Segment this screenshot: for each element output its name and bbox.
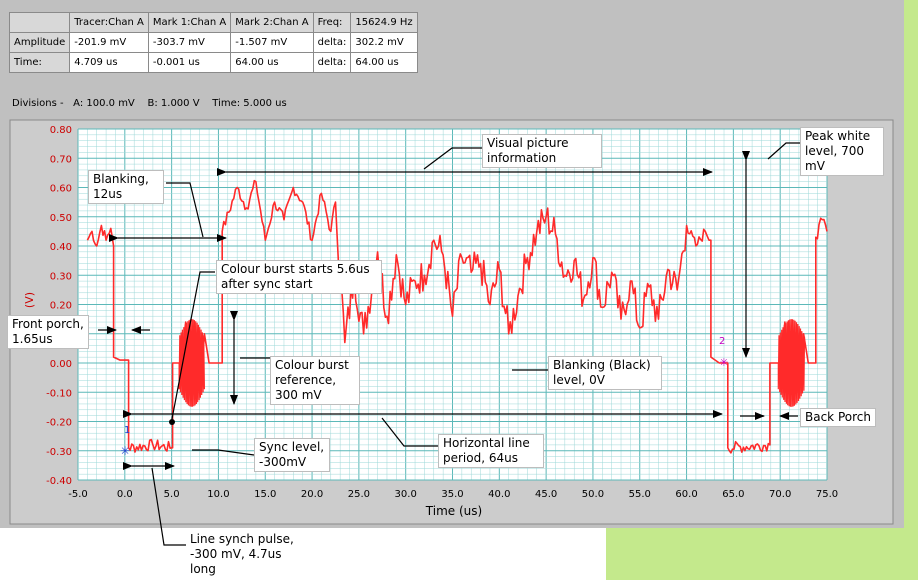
y-axis-label: (V) xyxy=(23,292,36,308)
annotation-text: Peak white level, 700 mV xyxy=(805,129,871,173)
readout-header-cell: Tracer:Chan A xyxy=(69,12,149,33)
x-tick-label: -5.0 xyxy=(68,489,88,500)
y-tick-label: 0.80 xyxy=(50,125,72,136)
readout-row-time: Time: 4.709 us -0.001 us 64.00 us delta:… xyxy=(8,52,418,73)
annotation-text: Back Porch xyxy=(805,410,871,424)
readout-cell: delta: xyxy=(312,52,352,73)
readout-table: Tracer:Chan A Mark 1:Chan A Mark 2:Chan … xyxy=(8,12,418,73)
blanking-leader xyxy=(166,182,204,238)
readout-row-amplitude: Amplitude -201.9 mV -303.7 mV -1.507 mV … xyxy=(8,32,418,53)
x-tick-label: 15.0 xyxy=(254,489,276,500)
y-tick-label: 0.30 xyxy=(50,271,72,282)
marker-1-label: 1 xyxy=(124,425,130,436)
annotation-text: Front porch, 1.65us xyxy=(12,317,84,346)
x-tick-label: 45.0 xyxy=(535,489,557,500)
x-tick-label: 60.0 xyxy=(675,489,697,500)
readout-cell: 64.00 us xyxy=(230,52,314,73)
peak-white-leader xyxy=(767,142,800,160)
x-tick-label: 55.0 xyxy=(629,489,651,500)
y-tick-label: 0.60 xyxy=(50,184,72,195)
annotation-text: Line synch pulse, -300 mV, 4.7us long xyxy=(190,532,294,576)
readout-cell: Time: xyxy=(8,52,71,73)
readout-cell: 302.2 mV xyxy=(350,32,418,53)
annotation-sync-pulse: Line synch pulse, -300 mV, 4.7us long xyxy=(186,531,304,578)
x-tick-label: 50.0 xyxy=(582,489,604,500)
readout-cell: 64.00 us xyxy=(350,52,418,73)
colour-burst-wave xyxy=(777,319,806,407)
y-tick-label: 0.00 xyxy=(50,359,72,370)
divisions-a: A: 100.0 mV xyxy=(73,98,135,109)
x-tick-label: 0.0 xyxy=(117,489,133,500)
annotation-colour-burst-start: Colour burst starts 5.6us after sync sta… xyxy=(216,260,382,294)
line-period-leader xyxy=(381,417,438,447)
annotation-front-porch: Front porch, 1.65us xyxy=(7,315,89,349)
readout-header-cell xyxy=(8,12,71,33)
annotation-sync-level: Sync level, -300mV xyxy=(254,438,330,472)
x-tick-label: 70.0 xyxy=(769,489,791,500)
y-tick-label: -0.10 xyxy=(46,388,72,399)
annotation-text: Blanking, 12us xyxy=(93,172,149,201)
signal-trace xyxy=(86,179,828,454)
readout-cell: Amplitude xyxy=(8,32,71,53)
annotation-line-period: Horizontal line period, 64us xyxy=(438,434,544,468)
tracer-dot[interactable] xyxy=(169,419,175,425)
annotation-text: Colour burst starts 5.6us after sync sta… xyxy=(221,262,370,291)
annotation-peak-white: Peak white level, 700 mV xyxy=(800,127,884,176)
annotation-burst-reference: Colour burst reference, 300 mV xyxy=(270,356,360,405)
marker-1-icon[interactable]: ✳ xyxy=(120,444,130,458)
annotation-black-level: Blanking (Black) level, 0V xyxy=(548,356,662,390)
x-tick-label: 35.0 xyxy=(441,489,463,500)
x-tick-label: 20.0 xyxy=(301,489,323,500)
annotation-blanking: Blanking, 12us xyxy=(88,170,164,204)
marker-2-label: 2 xyxy=(719,336,725,347)
y-tick-label: 0.40 xyxy=(50,242,72,253)
divisions-time: Time: 5.000 us xyxy=(212,98,287,109)
divisions-line: Divisions - A: 100.0 mV B: 1.000 V Time:… xyxy=(12,98,287,109)
annotation-text: Sync level, -300mV xyxy=(259,440,325,469)
colour-burst-leader xyxy=(171,271,215,420)
divisions-prefix: Divisions - xyxy=(12,98,64,109)
y-tick-label: 0.50 xyxy=(50,213,72,224)
y-tick-label: -0.20 xyxy=(46,418,72,429)
readout-header-row: Tracer:Chan A Mark 1:Chan A Mark 2:Chan … xyxy=(8,12,418,33)
visual-info-leader xyxy=(423,147,482,170)
x-axis-label: Time (us) xyxy=(425,504,482,518)
colour-burst-2 xyxy=(777,319,806,407)
x-tick-labels: -5.0 0.0 5.0 10.0 15.0 20.0 25.0 30.0 35.0 40.0 45… xyxy=(68,489,838,500)
y-tick-label: -0.30 xyxy=(46,447,72,458)
annotation-arrows xyxy=(98,142,800,546)
x-tick-label: 40.0 xyxy=(488,489,510,500)
x-tick-label: 75.0 xyxy=(816,489,838,500)
x-tick-label: 10.0 xyxy=(207,489,229,500)
readout-header-cell: 15624.9 Hz xyxy=(350,12,418,33)
readout-cell: 4.709 us xyxy=(69,52,149,73)
annotation-text: Horizontal line period, 64us xyxy=(443,436,530,465)
readout-header-cell: Freq: xyxy=(312,12,352,33)
x-tick-label: 65.0 xyxy=(722,489,744,500)
y-tick-label: 0.70 xyxy=(50,154,72,165)
divisions-b: B: 1.000 V xyxy=(147,98,200,109)
annotation-visual-picture: Visual picture information xyxy=(482,134,602,168)
annotation-back-porch: Back Porch xyxy=(800,408,876,427)
annotation-text: Visual picture information xyxy=(487,136,569,165)
sync-level-leader xyxy=(192,449,255,456)
marker-2-icon[interactable]: ✳ xyxy=(719,356,728,369)
y-tick-label: 0.20 xyxy=(50,301,72,312)
y-tick-label: -0.40 xyxy=(46,476,72,487)
x-tick-label: 25.0 xyxy=(348,489,370,500)
sync-pulse-leader xyxy=(151,467,186,546)
x-tick-label: 5.0 xyxy=(164,489,180,500)
annotation-text: Blanking (Black) level, 0V xyxy=(553,358,651,387)
x-tick-label: 30.0 xyxy=(395,489,417,500)
annotation-text: Colour burst reference, 300 mV xyxy=(275,358,349,402)
